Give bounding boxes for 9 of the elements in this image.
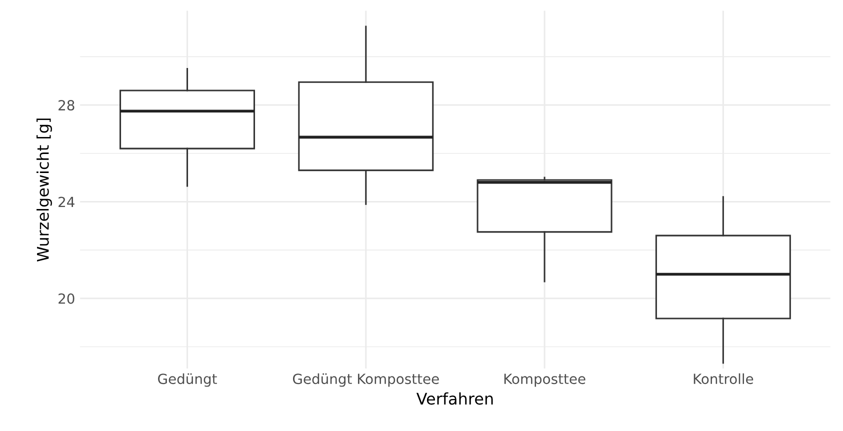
y-tick-label: 24	[58, 196, 74, 207]
x-tick-label: Gedüngt	[158, 373, 217, 387]
y-tick-label: 28	[58, 100, 74, 111]
y-axis-title: Wurzelgewicht [g]	[36, 118, 52, 262]
x-tick-label: Gedüngt Komposttee	[292, 373, 439, 387]
y-tick-label: 20	[58, 293, 74, 304]
x-axis-title: Verfahren	[416, 392, 493, 405]
x-tick-label: Kontrolle	[694, 373, 754, 384]
x-tick-label: Komposttee	[504, 374, 586, 387]
